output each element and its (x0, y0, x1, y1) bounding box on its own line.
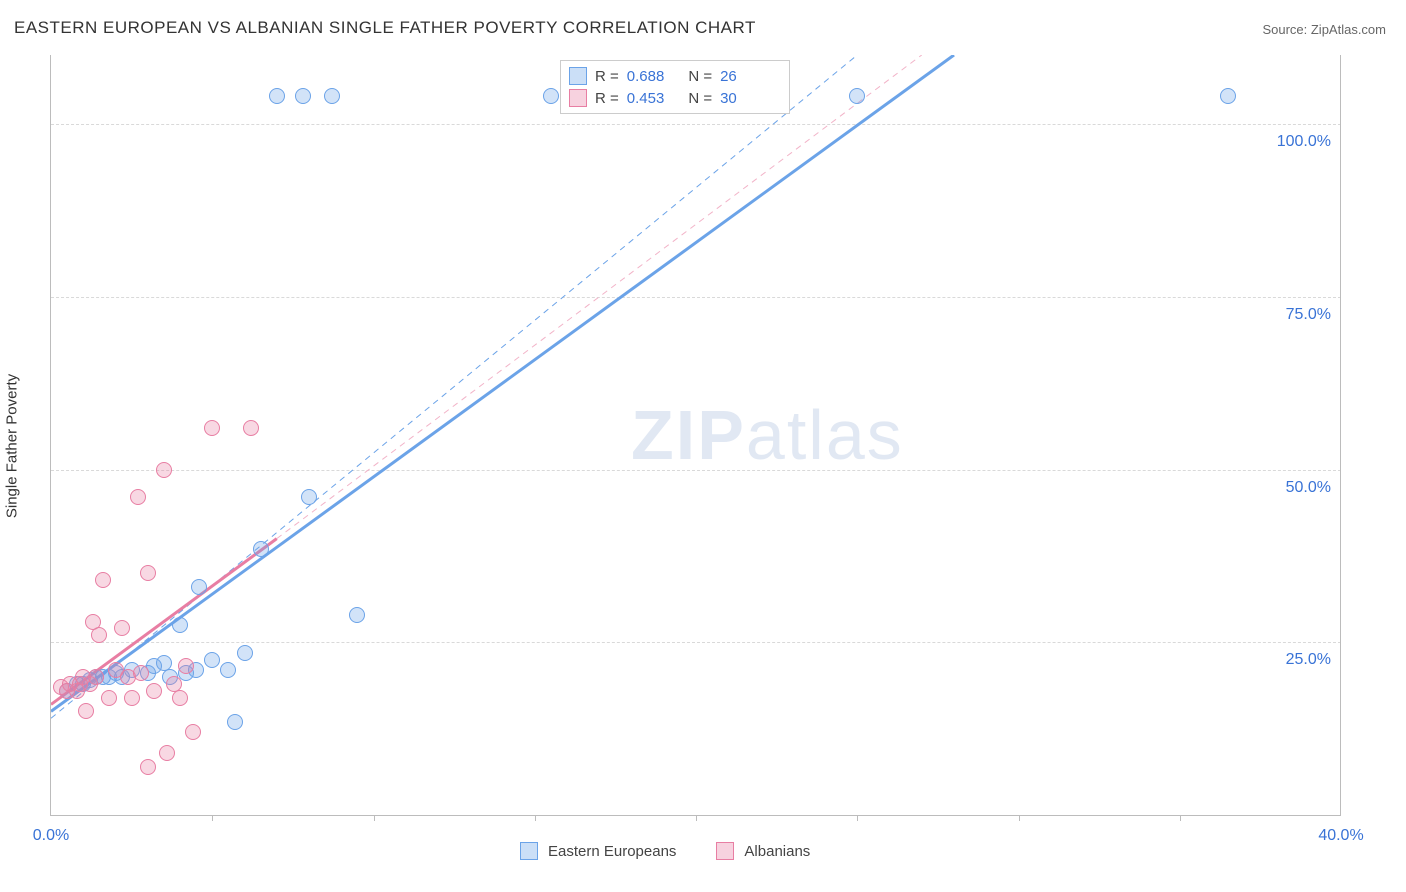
data-point (324, 88, 340, 104)
data-point (301, 489, 317, 505)
data-point (227, 714, 243, 730)
n-value: 26 (720, 68, 737, 85)
x-tick-label: 40.0% (1318, 827, 1363, 845)
x-minor-tick (1019, 815, 1020, 821)
data-point (237, 645, 253, 661)
x-minor-tick (374, 815, 375, 821)
x-minor-tick (857, 815, 858, 821)
x-minor-tick (535, 815, 536, 821)
data-point (172, 690, 188, 706)
data-point (130, 489, 146, 505)
series-legend: Eastern Europeans Albanians (520, 842, 810, 860)
data-point (220, 662, 236, 678)
correlation-legend: R = 0.688 N = 26 R = 0.453 N = 30 (560, 60, 790, 114)
x-minor-tick (212, 815, 213, 821)
data-point (101, 690, 117, 706)
n-label: N = (688, 68, 712, 85)
y-axis-label: Single Father Poverty (4, 374, 21, 518)
swatch-eastern (520, 842, 538, 860)
data-point (295, 88, 311, 104)
data-point (140, 759, 156, 775)
gridline-h (51, 297, 1341, 298)
data-point (78, 703, 94, 719)
r-value: 0.453 (627, 90, 665, 107)
gridline-h (51, 470, 1341, 471)
watermark-zip: ZIP (631, 396, 746, 474)
trend-line (51, 55, 954, 711)
data-point (124, 690, 140, 706)
data-point (91, 627, 107, 643)
n-label: N = (688, 90, 712, 107)
data-point (114, 620, 130, 636)
legend-label-eastern: Eastern Europeans (548, 843, 676, 860)
watermark: ZIPatlas (631, 395, 904, 475)
data-point (178, 658, 194, 674)
legend-label-albanian: Albanians (744, 843, 810, 860)
x-minor-tick (1180, 815, 1181, 821)
r-label: R = (595, 90, 619, 107)
source-attribution: Source: ZipAtlas.com (1262, 22, 1386, 37)
data-point (146, 683, 162, 699)
data-point (185, 724, 201, 740)
trend-line-dashed (51, 55, 857, 718)
r-label: R = (595, 68, 619, 85)
chart-title: EASTERN EUROPEAN VS ALBANIAN SINGLE FATH… (14, 18, 756, 38)
scatter-plot-area: ZIPatlas 25.0%50.0%75.0%100.0%0.0%40.0% (50, 55, 1341, 816)
data-point (269, 88, 285, 104)
legend-row-albanian: R = 0.453 N = 30 (569, 87, 781, 109)
y-tick-label: 50.0% (1286, 479, 1331, 497)
n-value: 30 (720, 90, 737, 107)
y-tick-label: 25.0% (1286, 651, 1331, 669)
data-point (156, 462, 172, 478)
gridline-h (51, 642, 1341, 643)
data-point (140, 565, 156, 581)
x-minor-tick (696, 815, 697, 821)
data-point (243, 420, 259, 436)
legend-row-eastern: R = 0.688 N = 26 (569, 65, 781, 87)
y-tick-label: 75.0% (1286, 306, 1331, 324)
source-label: Source: (1262, 22, 1310, 37)
data-point (191, 579, 207, 595)
r-value: 0.688 (627, 68, 665, 85)
data-point (543, 88, 559, 104)
data-point (88, 669, 104, 685)
swatch-eastern (569, 67, 587, 85)
data-point (159, 745, 175, 761)
swatch-albanian (716, 842, 734, 860)
x-tick-label: 0.0% (33, 827, 69, 845)
data-point (204, 420, 220, 436)
data-point (1220, 88, 1236, 104)
data-point (349, 607, 365, 623)
gridline-h (51, 124, 1341, 125)
trend-lines (51, 55, 1341, 815)
source-value: ZipAtlas.com (1311, 22, 1386, 37)
watermark-atlas: atlas (746, 396, 904, 474)
data-point (253, 541, 269, 557)
right-axis (1340, 55, 1341, 815)
data-point (204, 652, 220, 668)
data-point (849, 88, 865, 104)
data-point (133, 665, 149, 681)
data-point (95, 572, 111, 588)
y-tick-label: 100.0% (1277, 133, 1331, 151)
swatch-albanian (569, 89, 587, 107)
data-point (172, 617, 188, 633)
